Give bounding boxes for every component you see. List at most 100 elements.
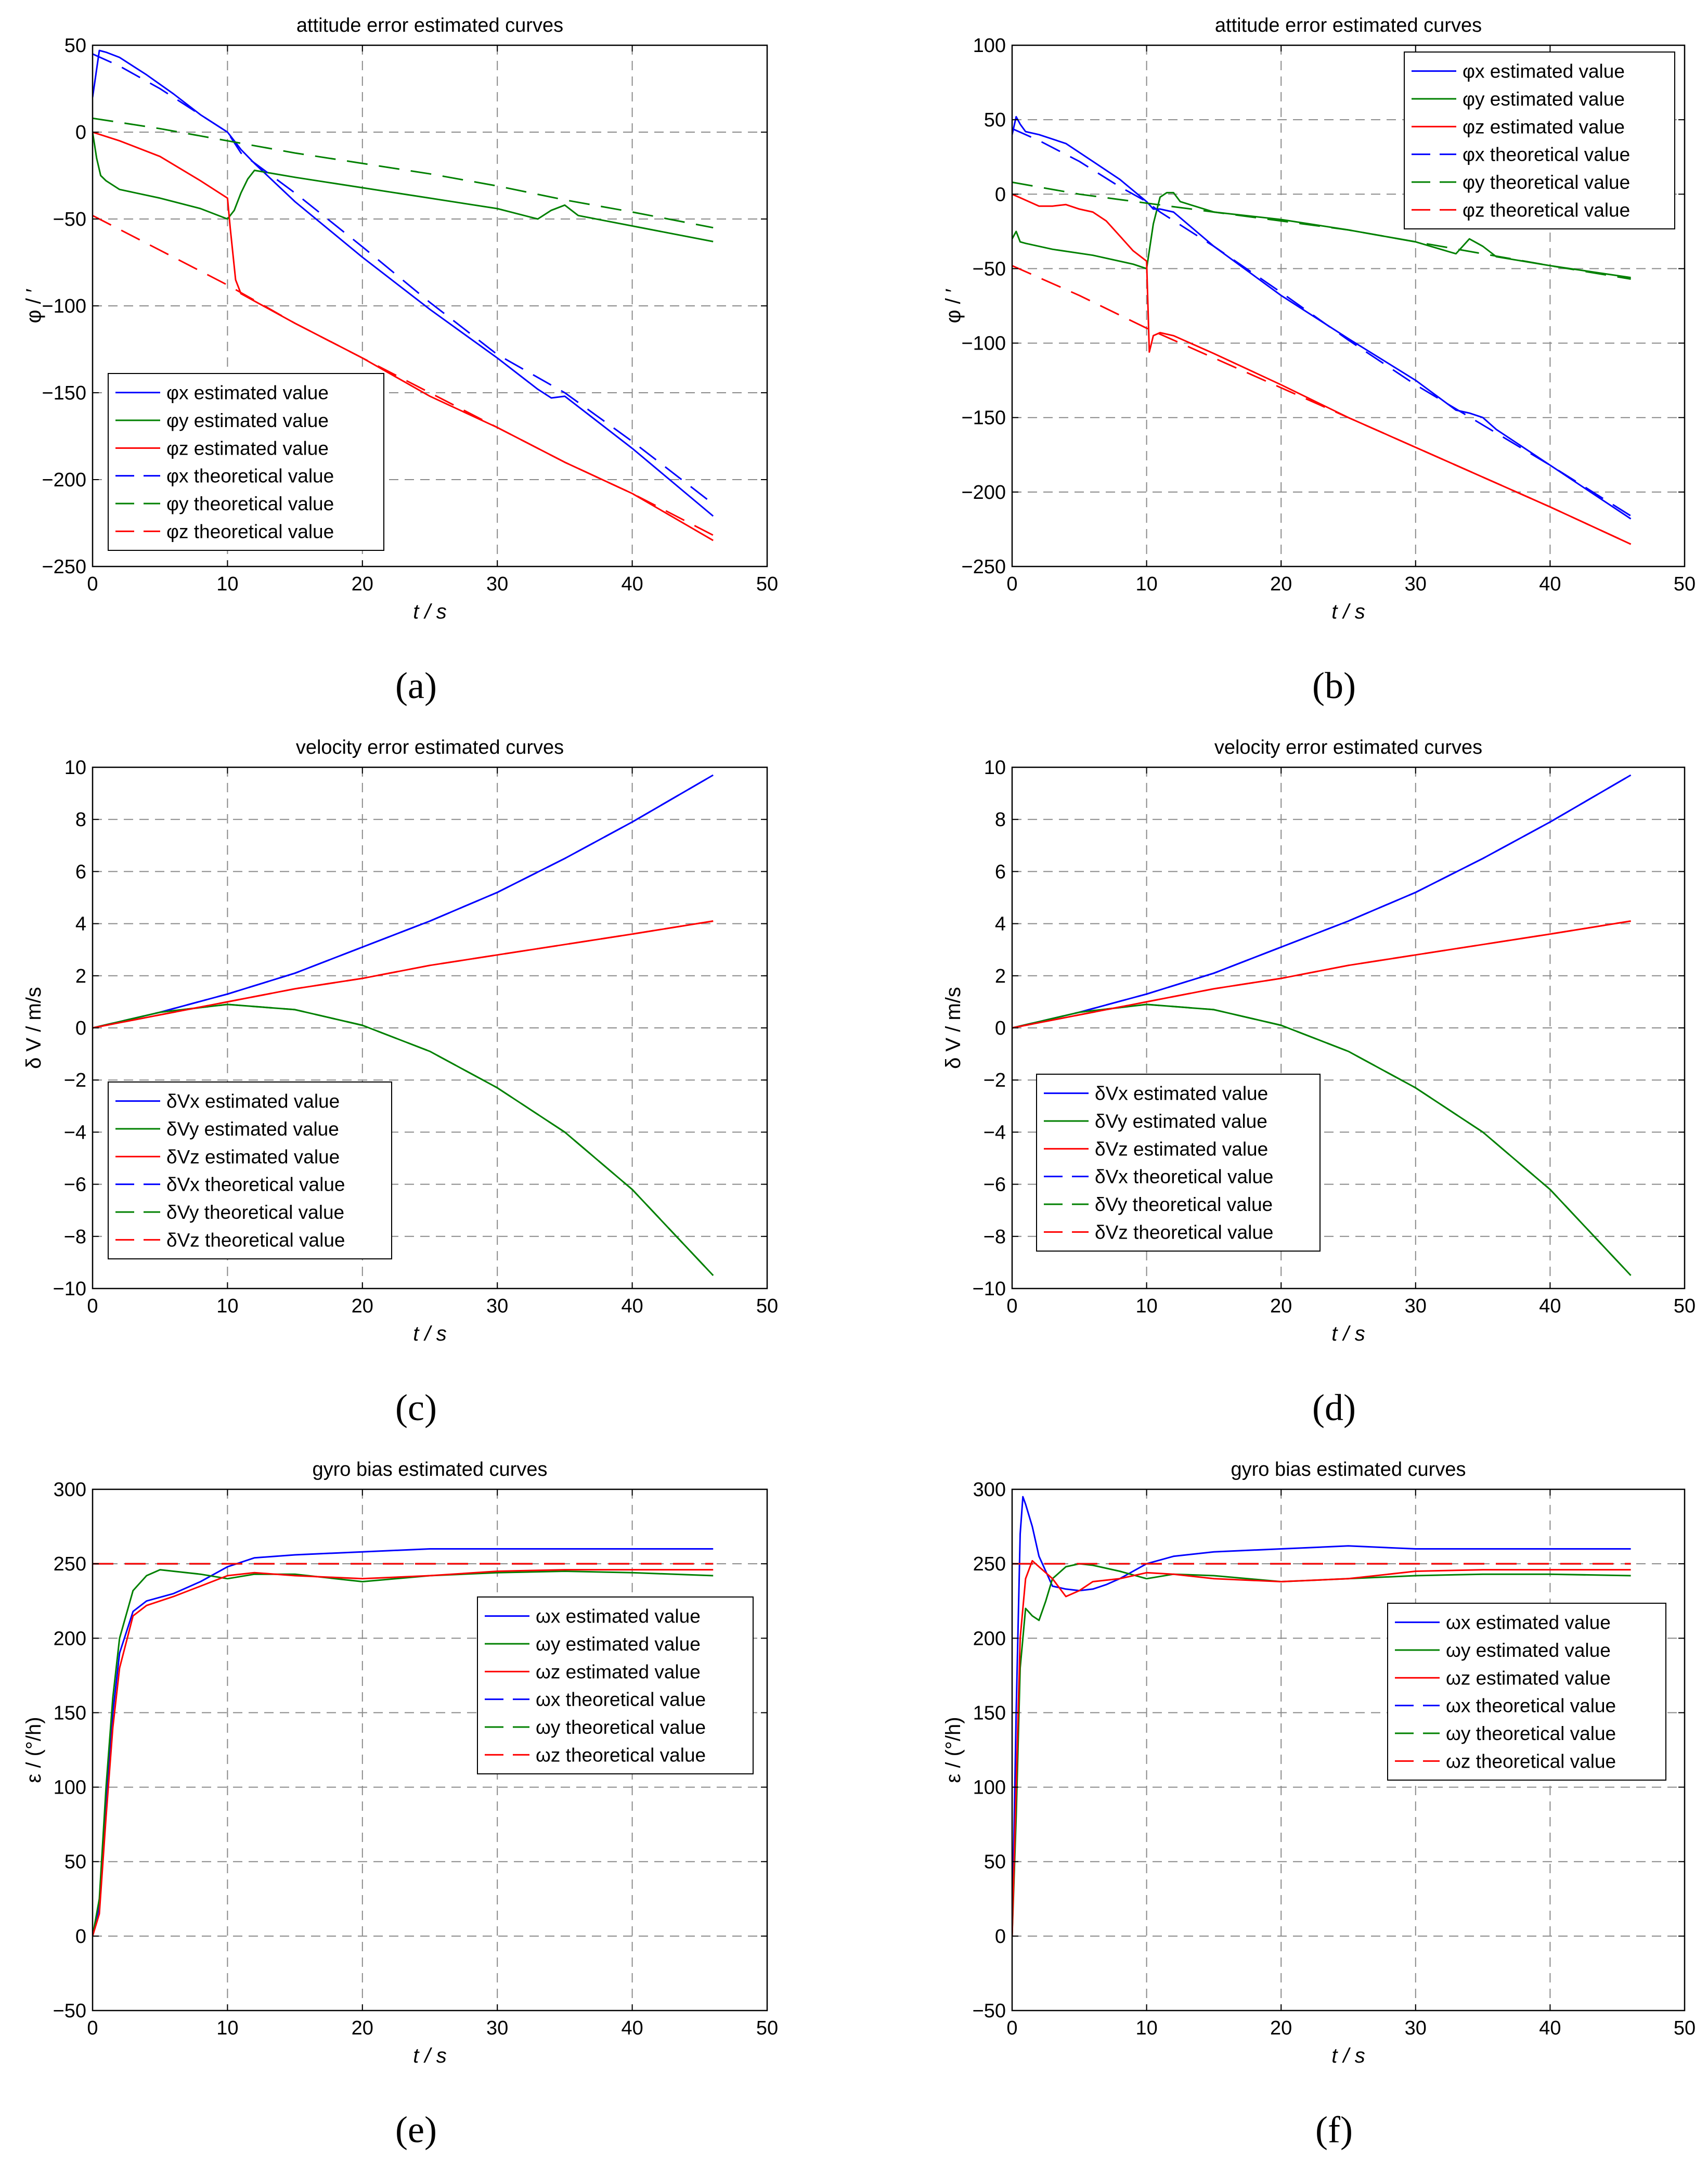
y-tick-label: 4 [995, 913, 1006, 935]
y-tick-label: 0 [75, 122, 86, 144]
legend: φx estimated value φy estimated value φz e… [108, 373, 384, 551]
legend-entry: δVz estimated value [166, 1146, 340, 1167]
series-line-x-estimated-value [1012, 1496, 1631, 1936]
legend-entry: ωx estimated value [536, 1606, 701, 1627]
legend-entry: δVz theoretical value [166, 1229, 345, 1251]
y-tick-label: −50 [53, 209, 86, 230]
legend-entry: ωz estimated value [1446, 1667, 1611, 1689]
chart-panel-a: 0 10 20 30 40 50 −250 −200 −150 −100 −50 0 50 attitud… [22, 15, 778, 623]
series-line-y-theoretical-value [93, 117, 714, 229]
legend-entry: ωx estimated value [1446, 1612, 1611, 1633]
y-tick-label: 150 [54, 1702, 86, 1724]
series-line-y-estimated-value [1012, 1563, 1631, 1936]
legend-box [1404, 51, 1675, 229]
x-tick-label: 20 [352, 1295, 373, 1317]
y-tick-label: 150 [973, 1702, 1006, 1724]
series-line-vz-theoretical-value [1012, 920, 1631, 1029]
legend-entry: δVx estimated value [166, 1091, 340, 1112]
legend-box [1036, 1074, 1321, 1252]
y-tick-label: 50 [64, 35, 86, 57]
x-tick-label: 20 [352, 2017, 373, 2039]
chart-title-f: gyro bias estimated curves [1231, 1459, 1466, 1480]
x-tick-label: 10 [216, 2017, 238, 2039]
x-tick-label: 30 [1405, 573, 1427, 595]
series-line-y-estimated-value [93, 132, 714, 242]
x-tick-label: 20 [1270, 1295, 1292, 1317]
y-tick-label: 100 [54, 1777, 86, 1799]
series-line-y-estimated-value [93, 1569, 714, 1937]
series-line-z-theoretical-value [93, 214, 714, 536]
y-tick-label: −50 [973, 2000, 1006, 2022]
legend-entry: δVy theoretical value [166, 1202, 344, 1223]
y-tick-label: 50 [984, 1851, 1006, 1873]
legend-entry: φx estimated value [1463, 61, 1625, 82]
x-tick-label: 30 [486, 1295, 508, 1317]
legend-entry: φy theoretical value [166, 493, 334, 514]
y-tick-label: −50 [973, 258, 1006, 280]
y-axis-label: δ V / m/s [22, 987, 45, 1069]
legend: ωx estimated value ωy estimated value ωz e… [477, 1596, 754, 1774]
y-tick-label: 6 [995, 861, 1006, 883]
y-axis-label: ε / (°/h) [22, 1717, 45, 1783]
y-tick-label: 0 [995, 1017, 1006, 1039]
x-tick-label: 50 [756, 573, 778, 595]
legend-entry: φz estimated value [1463, 116, 1625, 137]
legend-entry: ωy estimated value [536, 1633, 701, 1655]
legend-entry: φx estimated value [166, 382, 329, 404]
y-tick-label: 6 [75, 861, 86, 883]
series-line-vz-theoretical-value [93, 920, 714, 1029]
legend-entry: δVy estimated value [1095, 1111, 1267, 1132]
axes-frame [92, 1488, 768, 2012]
y-axis-label: φ / ′ [22, 289, 45, 324]
x-tick-label: 30 [1405, 1295, 1427, 1317]
series-line-y-theoretical-value [1012, 181, 1631, 280]
y-tick-label: −150 [42, 382, 86, 404]
x-tick-label: 10 [216, 1295, 238, 1317]
y-tick-label: −8 [984, 1226, 1006, 1248]
x-axis-label: t / s [413, 600, 446, 623]
y-tick-label: −150 [961, 407, 1006, 429]
y-tick-label: −4 [984, 1122, 1006, 1143]
series-line-x-theoretical-value [93, 53, 714, 505]
x-tick-label: 10 [1135, 573, 1157, 595]
y-tick-label: −200 [961, 482, 1006, 504]
series-line-vx-theoretical-value [1012, 774, 1632, 1029]
x-axis-label: t / s [1331, 600, 1365, 623]
legend-entry: δVx theoretical value [1095, 1166, 1274, 1188]
y-tick-label: 300 [54, 1479, 86, 1501]
series-line-z-theoretical-value [1012, 265, 1632, 545]
legend: φx estimated value φy estimated value φz e… [1404, 51, 1675, 229]
y-tick-label: 50 [984, 109, 1006, 131]
chart-panel-c: 0 10 20 30 40 50 −10 −8 −6 −4 −2 0 2 4 6 8 10 velocity er… [22, 737, 778, 1345]
y-tick-label: −6 [64, 1174, 86, 1196]
x-tick-label: 0 [87, 1295, 98, 1317]
series-line-x-theoretical-value [1012, 127, 1632, 517]
y-tick-label: 200 [54, 1628, 86, 1650]
legend-entry: δVz estimated value [1095, 1138, 1268, 1160]
legend-entry: φz theoretical value [166, 521, 334, 542]
legend-entry: ωz estimated value [536, 1661, 701, 1682]
x-tick-label: 40 [1539, 1295, 1561, 1317]
y-tick-label: 4 [75, 913, 86, 935]
chart-panel-d: 0 10 20 30 40 50 −10 −8 −6 −4 −2 0 2 4 6 8 10 velocity er… [942, 737, 1696, 1345]
x-tick-label: 0 [87, 573, 98, 595]
x-tick-label: 40 [621, 573, 643, 595]
panel-label-d: (d) [1312, 1387, 1356, 1428]
y-tick-label: 250 [973, 1553, 1006, 1575]
x-tick-label: 40 [1539, 573, 1561, 595]
y-tick-label: 10 [64, 757, 86, 779]
x-tick-label: 0 [1006, 573, 1017, 595]
legend-box [477, 1596, 754, 1774]
y-tick-label: −100 [961, 333, 1006, 355]
legend-entry: φz theoretical value [1463, 199, 1630, 221]
legend-entry: ωx theoretical value [1446, 1695, 1616, 1717]
series-line-vx-theoretical-value [93, 774, 714, 1029]
y-tick-label: 8 [75, 809, 86, 831]
x-tick-label: 30 [486, 2017, 508, 2039]
series-line-x-estimated-value [93, 1548, 714, 1937]
series-group [93, 774, 714, 1276]
legend-entry: ωz theoretical value [1446, 1750, 1616, 1772]
legend-entry: ωy theoretical value [1446, 1723, 1616, 1744]
legend-entry: ωx theoretical value [536, 1689, 706, 1710]
